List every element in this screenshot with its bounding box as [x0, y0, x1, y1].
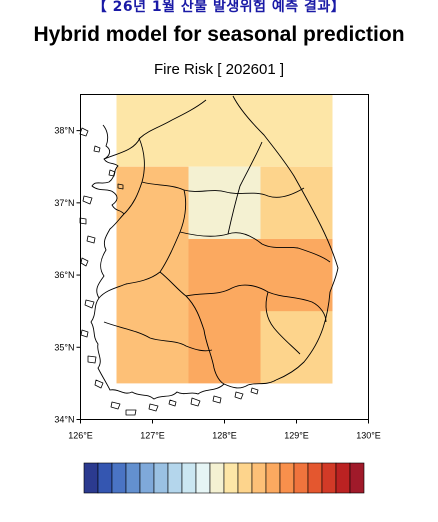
colorbar-swatch [153, 462, 169, 494]
lat-tick-label: 36°N [54, 270, 74, 280]
top-label: 【 26년 1월 산불 발생위험 예측 결과】 [92, 0, 346, 15]
colorbar-swatch [97, 462, 113, 494]
northern-coast [91, 124, 125, 215]
colorbar-swatch [167, 462, 183, 494]
colorbar-swatch [209, 462, 225, 494]
latitude-axis: 38°N 37°N 36°N 35°N 34°N [54, 126, 81, 425]
colorbar [83, 462, 365, 494]
colorbar-swatch [223, 462, 239, 494]
colorbar-swatch [237, 462, 253, 494]
lon-tick-label: 126°E [68, 431, 93, 441]
lat-tick-label: 34°N [54, 415, 74, 425]
coastline-and-boundaries [79, 95, 339, 416]
province-border-9 [103, 321, 213, 352]
colorbar-swatch [279, 462, 295, 494]
lon-tick-label: 129°E [284, 431, 309, 441]
risk-cell-0 [116, 94, 333, 167]
colorbar-swatch [139, 462, 155, 494]
lon-tick-label: 127°E [140, 431, 165, 441]
risk-cell-3 [260, 166, 333, 239]
colorbar-swatch [265, 462, 281, 494]
colorbar-swatch [125, 462, 141, 494]
colorbar-swatch [181, 462, 197, 494]
east-coast [232, 95, 339, 381]
lon-tick-label: 130°E [356, 431, 381, 441]
province-border-10 [227, 141, 263, 235]
risk-cell-5 [260, 311, 333, 384]
colorbar-swatch [335, 462, 351, 494]
lon-tick-label: 128°E [212, 431, 237, 441]
risk-grid [116, 94, 333, 384]
page-title: Hybrid model for seasonal prediction [33, 23, 405, 46]
province-border-3 [141, 181, 305, 198]
lat-tick-label: 35°N [54, 342, 74, 352]
province-border-1 [103, 99, 207, 160]
province-border-6 [159, 271, 225, 385]
colorbar-swatch [195, 462, 211, 494]
colorbar-swatch [307, 462, 323, 494]
lat-tick-label: 37°N [54, 198, 74, 208]
risk-cell-2 [188, 166, 261, 239]
colorbar-swatch [321, 462, 337, 494]
map-subtitle: Fire Risk [ 202601 ] [153, 61, 285, 78]
colorbar-swatch [349, 462, 365, 494]
colorbar-swatch [293, 462, 309, 494]
longitude-axis: 126°E 127°E 128°E 129°E 130°E [68, 419, 381, 441]
colorbar-swatch [83, 462, 99, 494]
lat-tick-label: 38°N [54, 126, 74, 136]
colorbar-swatch [251, 462, 267, 494]
province-border-8 [265, 291, 301, 355]
province-border-5 [179, 231, 331, 263]
risk-cell-1 [116, 166, 189, 384]
south-coast [90, 213, 277, 400]
colorbar-swatch [111, 462, 127, 494]
islands [79, 127, 259, 416]
